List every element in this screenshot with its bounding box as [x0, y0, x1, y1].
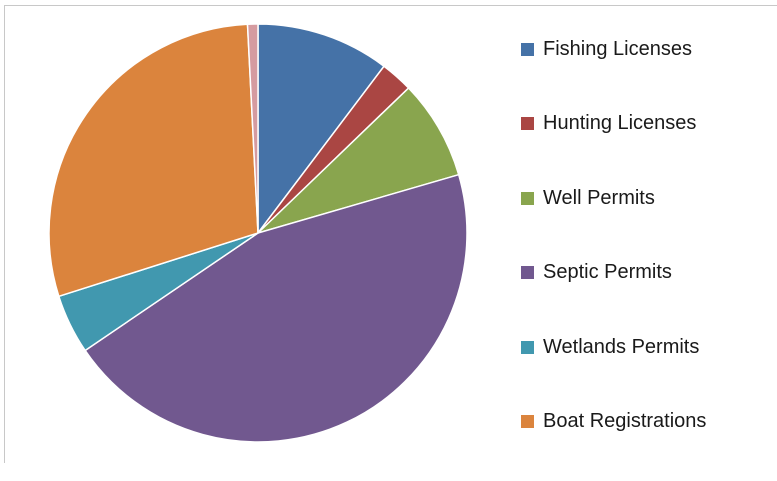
- legend-swatch-boat-registrations: [521, 415, 534, 428]
- pie-chart[interactable]: [5, 6, 525, 463]
- legend-item-boat-registrations[interactable]: Boat Registrations: [521, 407, 706, 437]
- pie-slice-fishing-licenses[interactable]: [257, 23, 385, 234]
- legend-label-fishing-licenses: Fishing Licenses: [543, 37, 692, 60]
- legend-item-well-permits[interactable]: Well Permits: [521, 183, 706, 213]
- chart-area[interactable]: Fishing Licenses Hunting Licenses Well P…: [5, 6, 777, 463]
- legend-label-well-permits: Well Permits: [543, 186, 655, 209]
- legend-label-wetlands-permits: Wetlands Permits: [543, 335, 700, 358]
- legend-item-septic-permits[interactable]: Septic Permits: [521, 258, 706, 288]
- legend-item-wetlands-permits[interactable]: Wetlands Permits: [521, 332, 706, 362]
- legend-swatch-wetlands-permits: [521, 340, 534, 354]
- spreadsheet-grid-top: [0, 0, 777, 6]
- legend-swatch-well-permits: [521, 191, 534, 205]
- legend-swatch-septic-permits: [521, 266, 534, 279]
- spreadsheet-grid-left: [0, 5, 5, 463]
- chart-legend[interactable]: Fishing Licenses Hunting Licenses Well P…: [521, 34, 706, 481]
- legend-label-hunting-licenses: Hunting Licenses: [543, 112, 697, 134]
- legend-swatch-fishing-licenses: [521, 42, 534, 56]
- pie-slice-boat-registrations[interactable]: [48, 23, 259, 298]
- legend-label-boat-registrations: Boat Registrations: [543, 410, 707, 432]
- legend-label-septic-permits: Septic Permits: [543, 261, 672, 283]
- legend-swatch-hunting-licenses: [521, 117, 534, 130]
- pie-slice-septic-permits[interactable]: [84, 173, 468, 443]
- legend-item-hunting-licenses[interactable]: Hunting Licenses: [521, 109, 706, 139]
- legend-item-fishing-licenses[interactable]: Fishing Licenses: [521, 34, 706, 64]
- pie-slice-other[interactable]: [246, 23, 259, 234]
- pie-slice-well-permits[interactable]: [257, 87, 460, 234]
